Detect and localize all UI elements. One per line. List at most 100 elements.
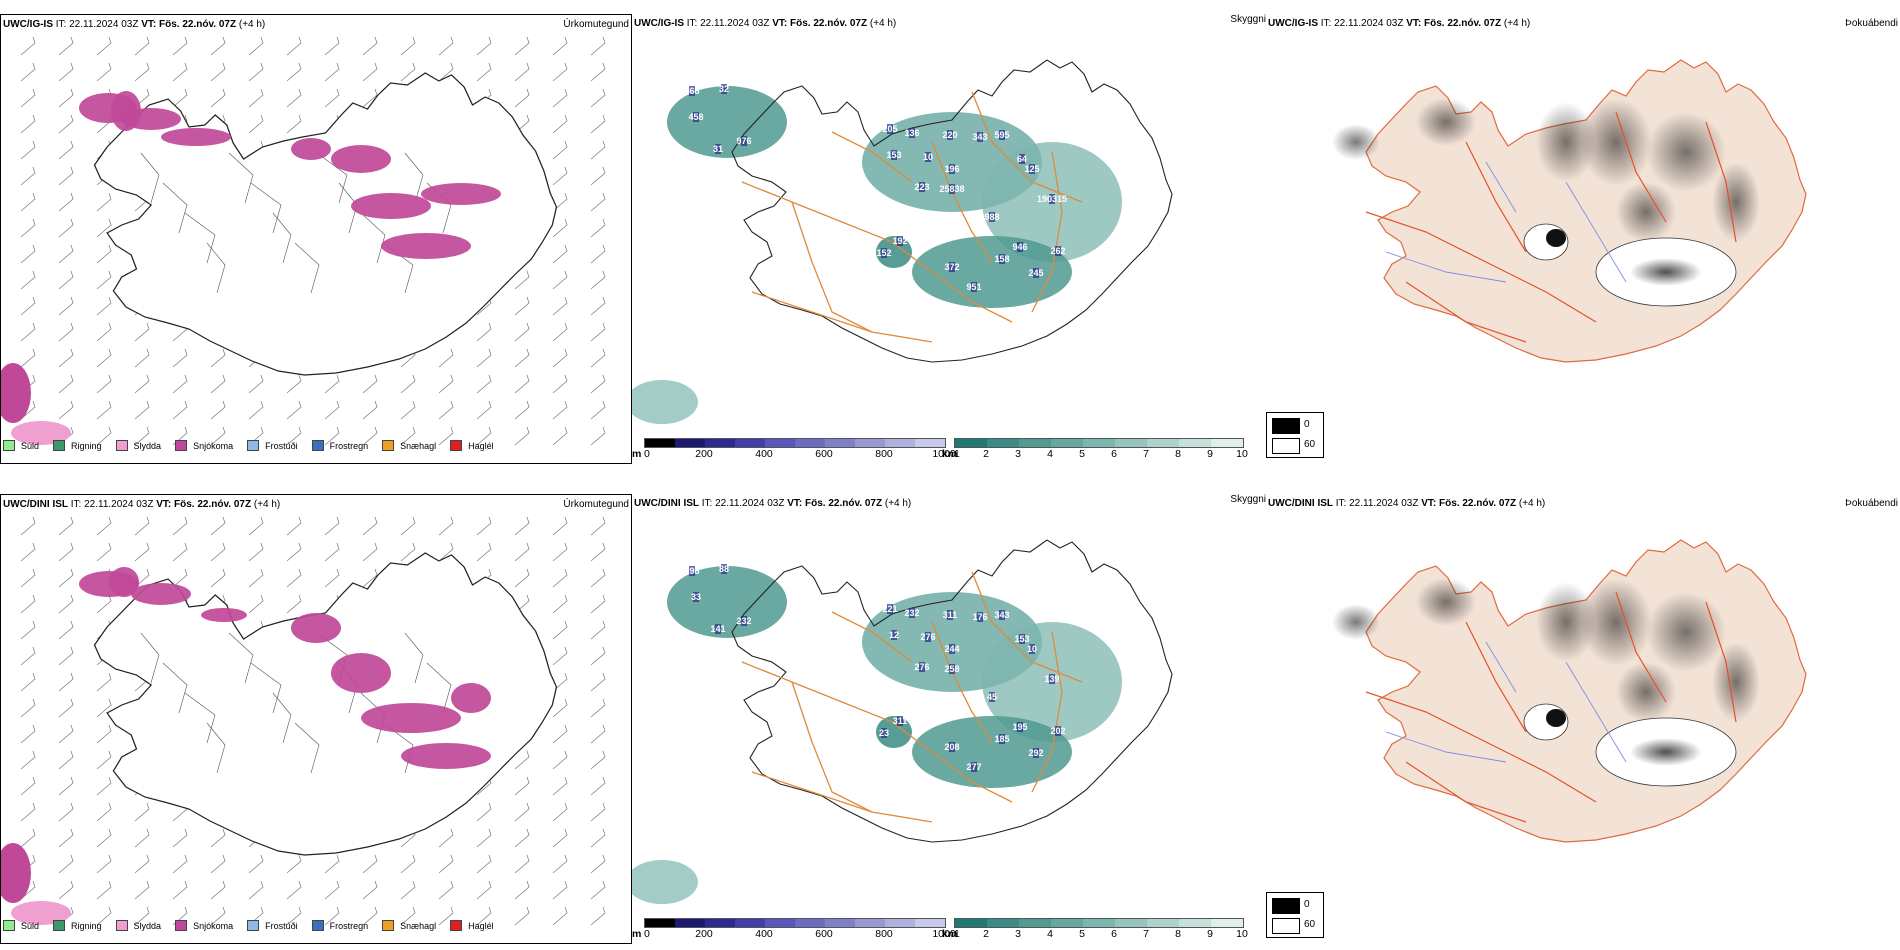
fog-key-high: 0 (1304, 419, 1310, 430)
fog-key-high-swatch (1272, 418, 1300, 434)
cloud-height-label: 139 (1044, 674, 1059, 684)
colorbar-cell (1115, 439, 1147, 447)
panel-title: UWC/IG-IS IT: 22.11.2024 03Z VT: Fös. 22… (1268, 18, 1531, 29)
cloud-height-label: 372 (944, 262, 959, 272)
cloud-height-label: 202 (1050, 726, 1065, 736)
cloud-height-label: 298 (684, 566, 699, 576)
precip-legend-swatch (175, 440, 188, 451)
cloud-height-label: 196 (944, 164, 959, 174)
cloud-height-label: 153 (886, 150, 901, 160)
precip-legend-label: Snjókoma (193, 440, 234, 451)
cloud-height-label: 190315 (1037, 194, 1067, 204)
precip-legend-swatch (382, 920, 395, 931)
colorbar-cell (765, 919, 795, 927)
colorbar-tick: 400 (755, 448, 773, 460)
cloud-height-label: 232 (736, 616, 751, 626)
cloud-height-label: 12 (889, 630, 899, 640)
fog-panel-bottom: UWC/DINI ISL IT: 22.11.2024 03Z VT: Fös.… (1266, 494, 1900, 944)
cloud-height-label: 152 (876, 248, 891, 258)
cloud-height-label: 10 (923, 152, 933, 162)
fog-key-high: 0 (1304, 899, 1310, 910)
precip-legend-label: Frostúði (265, 920, 298, 931)
cloud-height-label: 277 (966, 762, 981, 772)
precip-legend-item: Frostúði (247, 920, 298, 931)
precip-legend-swatch (247, 920, 260, 931)
precip-legend-swatch (382, 440, 395, 451)
cloud-height-label: 245 (1028, 268, 1043, 278)
colorbar-tick: 400 (755, 928, 773, 940)
colorbar-tick: 8 (1175, 448, 1181, 460)
colorbar-tick: 3 (1015, 448, 1021, 460)
fog-label: Þokuábendi (1845, 498, 1898, 509)
precip-legend-swatch (53, 920, 66, 931)
colorbar-cell (795, 919, 825, 927)
cloud-height-label: 568 (684, 86, 699, 96)
cloud-height-label: 158 (994, 254, 1009, 264)
colorbar-cell (825, 439, 855, 447)
cloud-height-label: 25838 (939, 184, 964, 194)
cloud-height-label: 292 (1028, 748, 1043, 758)
colorbar-tick: 10 (1236, 448, 1248, 460)
cloud-height-label: 23 (879, 728, 889, 738)
cloud-height-label: 205 (882, 124, 897, 134)
colorbar-tick: 0 (644, 448, 650, 460)
precip-legend-item: Slydda (115, 920, 161, 931)
cloud-height-label: 343 (994, 610, 1009, 620)
colorbar-tick: 7 (1143, 448, 1149, 460)
colorbar-cell (735, 439, 765, 447)
precip-legend-label: Rigning (71, 440, 102, 451)
colorbar-tick: 1 (954, 928, 960, 940)
visibility-map: 568 32 458 976 31 205 136 153 10 220 595 343 196 223 2… (632, 59, 1173, 424)
cloud-height-label: 276 (920, 632, 935, 642)
precip-legend-swatch (53, 440, 66, 451)
colorbar-cell (705, 919, 735, 927)
colorbar-cell (675, 439, 705, 447)
colorbar-cell (645, 439, 675, 447)
panel-title: UWC/DINI ISL IT: 22.11.2024 03Z VT: Fös.… (1268, 498, 1546, 509)
visibility-label: Skyggni (1230, 14, 1266, 25)
precip-legend-item: Haglél (450, 920, 494, 931)
cloud-height-label: 136 (904, 128, 919, 138)
precip-legend-item: Súld (3, 920, 39, 931)
fog-label: Þokuábendi (1845, 18, 1898, 29)
colorbar-tick: 200 (695, 448, 713, 460)
visibility-label: Skyggni (1230, 494, 1266, 505)
precip-legend: Súld Rigning Slydda Snjókoma Frostúði Frostre… (3, 440, 508, 451)
cloud-height-label: 10 (1027, 644, 1037, 654)
fog-key-low-swatch (1272, 438, 1300, 454)
colorbar-unit: km (942, 928, 958, 940)
visibility-panel-top: UWC/IG-IS IT: 22.11.2024 03Z VT: Fös. 22… (632, 14, 1268, 464)
colorbar-cell (915, 439, 945, 447)
panel-title: UWC/IG-IS IT: 22.11.2024 03Z VT: Fös. 22… (3, 19, 266, 30)
precip-label: Úrkomutegund (563, 19, 629, 30)
colorbar-cell (915, 919, 945, 927)
precip-legend-item: Snjókoma (175, 920, 233, 931)
fog-key-low: 60 (1304, 439, 1316, 450)
precip-legend-label: Snæhagl (400, 440, 437, 451)
cloud-height-label: 64 (1017, 154, 1027, 164)
precip-legend-label: Frostregn (329, 440, 369, 451)
precip-legend-item: Haglél (450, 440, 494, 451)
precip-legend-item: Frostúði (247, 440, 298, 451)
cloud-height-label: 951 (966, 282, 981, 292)
precip-panel-bottom: UWC/DINI ISL IT: 22.11.2024 03Z VT: Fös.… (0, 494, 632, 944)
precip-legend-swatch (115, 440, 128, 451)
precip-legend-label: Haglél (468, 440, 494, 451)
fog-map (1332, 539, 1807, 843)
visibility-colorbar: km 1 2 3 4 5 6 7 8 9 10 (942, 438, 1262, 468)
cloud-height-label: 31 (713, 144, 723, 154)
precip-legend-item: Súld (3, 440, 39, 451)
colorbar-cell (1211, 919, 1243, 927)
panel-title: UWC/DINI ISL IT: 22.11.2024 03Z VT: Fös.… (634, 498, 912, 509)
colorbar-tick: 0 (644, 928, 650, 940)
colorbar-cell (1051, 439, 1083, 447)
colorbar-tick: 2 (983, 928, 989, 940)
colorbar-cell (987, 919, 1019, 927)
precip-panel-top: UWC/IG-IS IT: 22.11.2024 03Z VT: Fös. 22… (0, 14, 632, 464)
colorbar-cell (825, 919, 855, 927)
cloud-height-label: 33 (691, 592, 701, 602)
precip-legend-swatch (115, 920, 128, 931)
fog-panel-top: UWC/IG-IS IT: 22.11.2024 03Z VT: Fös. 22… (1266, 14, 1900, 464)
cloud-height-label: 976 (736, 136, 751, 146)
precip-legend-label: Súld (21, 440, 40, 451)
